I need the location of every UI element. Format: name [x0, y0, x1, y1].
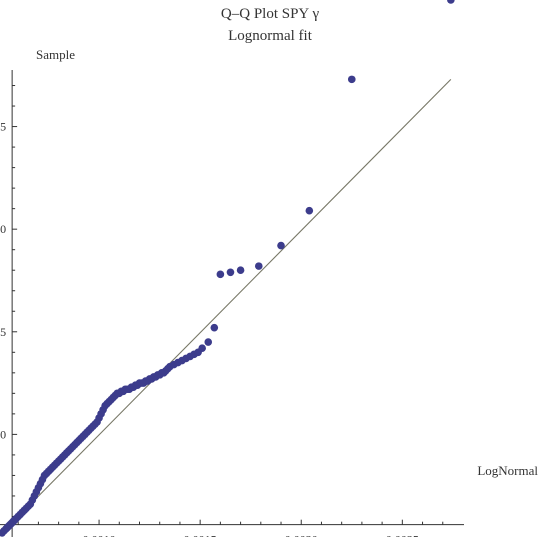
- x-tick-label: 0.0010: [83, 533, 116, 537]
- data-point: [305, 206, 314, 215]
- data-point: [447, 0, 455, 4]
- reference-line-group: [0, 78, 452, 536]
- data-point: [254, 262, 263, 270]
- chart-subtitle: Lognormal fit: [228, 28, 313, 44]
- y-tick-label: 0.0025: [0, 120, 6, 134]
- chart-title: Q–Q Plot SPY γ: [221, 6, 320, 22]
- x-tick-label: 0.0015: [184, 533, 217, 537]
- x-axis-label: LogNormal: [477, 463, 538, 478]
- x-tick-label: 0.0025: [386, 533, 419, 537]
- y-axis-label: Sample: [36, 47, 75, 62]
- data-point: [216, 270, 225, 279]
- y-tick-label: 0.0015: [0, 325, 6, 339]
- data-point: [204, 338, 213, 346]
- data-point: [210, 323, 219, 332]
- data-point: [277, 241, 285, 250]
- x-tick-label: 0.0020: [285, 533, 318, 537]
- data-point: [226, 268, 235, 277]
- y-tick-label: 0.0020: [0, 222, 6, 236]
- data-points: [0, 0, 455, 537]
- data-point: [347, 75, 356, 84]
- data-point: [198, 344, 206, 353]
- reference-line: [0, 78, 452, 536]
- data-point: [236, 266, 245, 275]
- y-tick-label: 0.0010: [0, 427, 6, 441]
- axes: 0.0010 0.0015 0.0020 0.0025 0.0010 0.0015 0.00…: [0, 70, 464, 542]
